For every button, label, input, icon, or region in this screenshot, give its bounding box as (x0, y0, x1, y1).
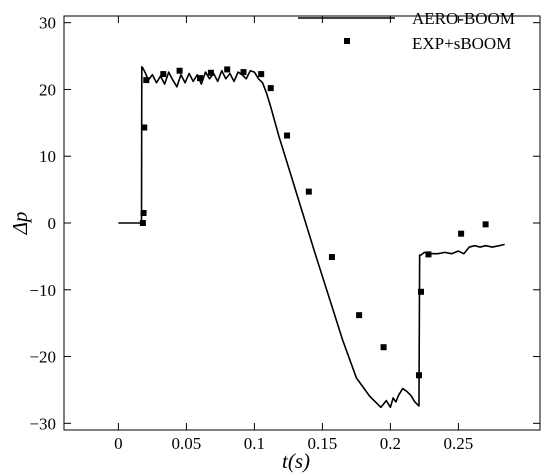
data-point-exp-sboom (356, 312, 363, 319)
x-tick-label: 0.1 (244, 434, 265, 453)
y-tick-label: 20 (39, 80, 56, 99)
x-axis-label: t(s) (282, 449, 310, 473)
data-point-exp-sboom (143, 77, 150, 84)
plot-area: 0 0.05 0.1 0.15 0.2 0.25 −30 −20 −10 0 10 20 30 (29, 14, 541, 453)
data-point-exp-sboom (240, 69, 247, 76)
data-point-exp-sboom (176, 67, 183, 74)
data-point-exp-sboom (258, 71, 265, 78)
data-point-exp-sboom (415, 372, 422, 379)
data-point-exp-sboom (418, 288, 424, 295)
data-point-exp-sboom (139, 220, 146, 226)
data-point-exp-sboom (284, 132, 291, 139)
series-line-aero-boom (118, 65, 505, 409)
data-point-exp-sboom (160, 71, 167, 78)
series-layer (118, 65, 505, 409)
data-point-exp-sboom (207, 69, 214, 76)
y-axis-label: Δp (8, 212, 32, 236)
legend-label-exp-sboom: EXP+sBOOM (412, 34, 511, 53)
x-axis-ticks: 0 0.05 0.1 0.15 0.2 0.25 (114, 16, 473, 453)
y-tick-label: 0 (48, 214, 57, 233)
y-tick-label: −30 (29, 414, 56, 433)
x-tick-label: 0.15 (308, 434, 338, 453)
data-point-exp-sboom (482, 221, 489, 228)
x-tick-label: 0.2 (380, 434, 401, 453)
data-point-exp-sboom (380, 344, 387, 351)
y-axis-ticks: −30 −20 −10 0 10 20 30 (29, 14, 540, 433)
data-point-exp-sboom (140, 209, 147, 216)
y-tick-label: 10 (39, 147, 56, 166)
y-tick-label: −20 (29, 348, 56, 367)
y-tick-label: 30 (39, 14, 56, 33)
y-tick-label: −10 (29, 281, 56, 300)
data-point-exp-sboom (141, 124, 148, 131)
x-tick-label: 0.05 (172, 434, 202, 453)
data-point-exp-sboom (197, 75, 203, 82)
data-point-exp-sboom (458, 230, 465, 237)
data-point-exp-sboom (328, 254, 335, 261)
data-point-exp-sboom (267, 85, 274, 92)
data-point-exp-sboom (425, 251, 432, 258)
x-tick-label: 0 (114, 434, 123, 453)
x-tick-label: 0.25 (444, 434, 474, 453)
legend-label-aero-boom: AERO-BOOM (412, 9, 515, 28)
legend: AERO-BOOM EXP+sBOOM (298, 9, 515, 53)
data-point-exp-sboom (305, 188, 312, 195)
data-point-exp-sboom (224, 66, 231, 73)
legend-marker-swatch (344, 38, 350, 44)
